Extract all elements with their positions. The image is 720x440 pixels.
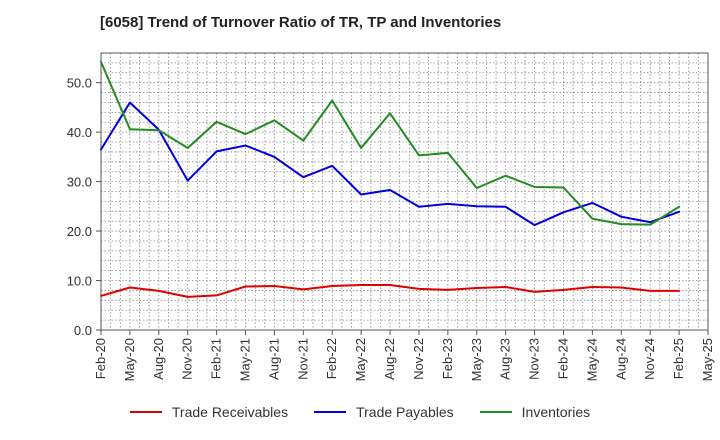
y-tick-label: 0.0 bbox=[74, 323, 92, 338]
x-tick-label: May-23 bbox=[469, 338, 484, 381]
x-tick-label: Aug-21 bbox=[266, 338, 281, 380]
plot-area bbox=[101, 53, 708, 330]
y-tick-label: 10.0 bbox=[67, 274, 92, 289]
legend-swatch bbox=[479, 411, 512, 413]
series-line-trade-receivables bbox=[100, 284, 681, 298]
x-tick-label: May-21 bbox=[238, 338, 253, 381]
x-tick-label: Feb-25 bbox=[671, 338, 686, 379]
x-tick-label: Nov-23 bbox=[527, 338, 542, 380]
series-line-inventories bbox=[100, 60, 681, 226]
legend: Trade Receivables Trade Payables Inventori… bbox=[0, 404, 720, 420]
x-tick-label: Feb-23 bbox=[440, 338, 455, 379]
legend-item-trade-payables: Trade Payables bbox=[314, 404, 454, 420]
x-tick-label: Feb-22 bbox=[324, 338, 339, 379]
legend-label: Trade Receivables bbox=[171, 404, 289, 420]
plot-frame bbox=[100, 52, 709, 331]
x-tick-label: Nov-22 bbox=[411, 338, 426, 380]
y-tick-label: 50.0 bbox=[67, 76, 92, 91]
x-tick-label: May-25 bbox=[700, 338, 715, 381]
x-tick-label: Feb-21 bbox=[209, 338, 224, 379]
y-tick-label: 20.0 bbox=[67, 224, 92, 239]
legend-label: Inventories bbox=[521, 404, 591, 420]
x-tick-label: Aug-20 bbox=[151, 338, 166, 380]
x-tick-label: Nov-21 bbox=[295, 338, 310, 380]
y-tick-label: 30.0 bbox=[67, 175, 92, 190]
x-tick-label: May-22 bbox=[353, 338, 368, 381]
legend-swatch bbox=[314, 411, 347, 413]
chart-title: [6058] Trend of Turnover Ratio of TR, TP… bbox=[100, 14, 502, 31]
x-tick-label: Aug-22 bbox=[382, 338, 397, 380]
x-tick-label: Feb-20 bbox=[93, 338, 108, 379]
x-tick-label: May-20 bbox=[122, 338, 137, 381]
y-tick-label: 40.0 bbox=[67, 125, 92, 140]
legend-swatch bbox=[129, 411, 162, 413]
x-tick-label: Aug-24 bbox=[613, 338, 628, 380]
series-line-trade-payables bbox=[100, 101, 681, 227]
x-tick-label: May-24 bbox=[584, 338, 599, 381]
legend-label: Trade Payables bbox=[356, 404, 454, 420]
x-tick-label: Feb-24 bbox=[555, 338, 570, 379]
legend-item-trade-receivables: Trade Receivables bbox=[129, 404, 289, 420]
x-tick-label: Aug-23 bbox=[498, 338, 513, 380]
x-tick-label: Nov-20 bbox=[180, 338, 195, 380]
legend-item-inventories: Inventories bbox=[479, 404, 591, 420]
x-tick-label: Nov-24 bbox=[642, 338, 657, 380]
